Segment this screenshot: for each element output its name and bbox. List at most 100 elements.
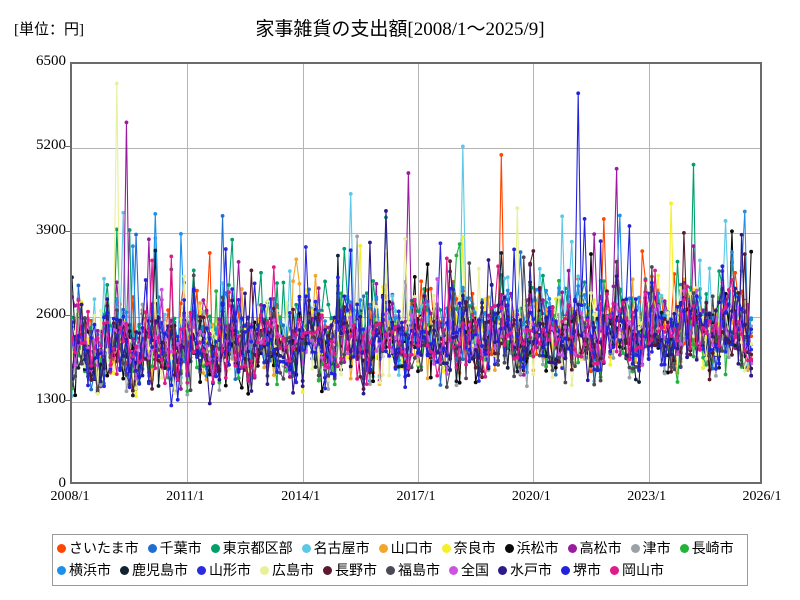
legend-item-鹿児島市[interactable]: 鹿児島市 <box>120 563 188 577</box>
data-point <box>114 280 119 285</box>
data-point <box>464 376 468 381</box>
data-point <box>633 364 638 369</box>
data-point <box>374 349 379 353</box>
data-point <box>653 339 657 344</box>
data-point <box>163 381 167 386</box>
data-point <box>512 374 517 379</box>
legend-item-岡山市[interactable]: 岡山市 <box>610 563 664 577</box>
legend-item-千葉市[interactable]: 千葉市 <box>147 541 202 555</box>
data-point <box>432 319 436 324</box>
data-point <box>384 209 388 213</box>
legend-item-名古屋市[interactable]: 名古屋市 <box>301 541 370 555</box>
data-point <box>419 368 424 372</box>
data-point <box>368 370 372 375</box>
data-point <box>694 342 699 346</box>
data-point <box>137 375 142 380</box>
data-point <box>422 294 427 298</box>
data-point <box>464 362 468 367</box>
data-point <box>236 376 241 381</box>
data-point <box>127 385 132 390</box>
data-point <box>704 356 709 361</box>
data-point <box>694 288 699 293</box>
legend-item-東京都区部[interactable]: 東京都区部 <box>210 541 293 555</box>
data-point <box>566 346 571 351</box>
data-point <box>374 323 379 328</box>
data-point <box>714 373 718 378</box>
legend-item-水戸市[interactable]: 水戸市 <box>498 563 552 577</box>
data-point <box>409 305 414 309</box>
data-point <box>672 327 677 331</box>
data-point <box>102 276 106 281</box>
data-point <box>630 277 635 282</box>
data-point <box>560 319 565 324</box>
data-point <box>467 330 472 335</box>
legend-item-label: 奈良市 <box>453 540 496 556</box>
data-point <box>156 336 161 340</box>
legend-item-さいたま市[interactable]: さいたま市 <box>57 541 139 555</box>
data-point <box>300 384 305 389</box>
data-point <box>396 373 401 377</box>
data-point <box>329 339 334 344</box>
legend-item-広島市[interactable]: 広島市 <box>260 563 314 577</box>
legend-item-長野市[interactable]: 長野市 <box>323 563 377 577</box>
data-point <box>275 335 279 339</box>
legend-item-浜松市[interactable]: 浜松市 <box>504 541 559 555</box>
data-point <box>624 353 629 358</box>
data-point <box>682 309 686 314</box>
data-point <box>611 345 616 349</box>
data-point <box>249 358 254 363</box>
data-point <box>454 307 459 311</box>
legend-item-堺市[interactable]: 堺市 <box>561 563 601 577</box>
data-point <box>153 366 158 371</box>
data-point <box>701 355 706 360</box>
data-point <box>605 292 609 297</box>
data-point <box>163 353 167 357</box>
legend-item-長崎市[interactable]: 長崎市 <box>679 541 734 555</box>
data-point <box>137 360 142 365</box>
data-point <box>714 366 718 371</box>
legend-item-横浜市[interactable]: 横浜市 <box>57 563 111 577</box>
legend-item-津市[interactable]: 津市 <box>630 541 671 555</box>
data-point <box>557 355 561 360</box>
data-point <box>553 362 558 367</box>
data-point <box>201 309 206 314</box>
data-point <box>646 291 651 296</box>
data-point <box>659 293 664 298</box>
data-point <box>444 372 449 376</box>
data-point <box>553 372 558 377</box>
data-point <box>432 306 436 311</box>
legend-item-福島市[interactable]: 福島市 <box>386 563 440 577</box>
data-point <box>159 375 164 380</box>
legend-item-全国[interactable]: 全国 <box>449 563 489 577</box>
legend-item-山形市[interactable]: 山形市 <box>197 563 251 577</box>
legend-item-高松市[interactable]: 高松市 <box>567 541 622 555</box>
data-point <box>134 376 138 381</box>
data-point <box>691 304 696 308</box>
data-point <box>566 268 571 273</box>
data-point <box>313 350 318 355</box>
data-point <box>595 361 600 366</box>
data-point <box>169 356 174 361</box>
data-point <box>662 316 667 321</box>
data-point <box>76 298 81 303</box>
data-point <box>531 372 536 377</box>
data-point <box>656 329 661 334</box>
data-point <box>159 321 164 325</box>
data-point <box>576 284 581 288</box>
data-point <box>249 325 254 329</box>
data-point <box>550 360 555 365</box>
data-point <box>749 249 754 254</box>
data-point <box>403 319 408 324</box>
legend-item-山口市[interactable]: 山口市 <box>378 541 433 555</box>
data-point <box>659 316 664 320</box>
data-point <box>114 372 119 377</box>
data-point <box>259 344 263 349</box>
data-point <box>156 315 161 320</box>
data-point <box>201 315 206 320</box>
legend-item-奈良市[interactable]: 奈良市 <box>441 540 496 556</box>
data-point <box>656 291 661 296</box>
data-point <box>223 383 228 388</box>
data-point <box>220 301 225 306</box>
y-axis-tick-label: 5200 <box>36 137 66 154</box>
data-point <box>121 376 126 381</box>
